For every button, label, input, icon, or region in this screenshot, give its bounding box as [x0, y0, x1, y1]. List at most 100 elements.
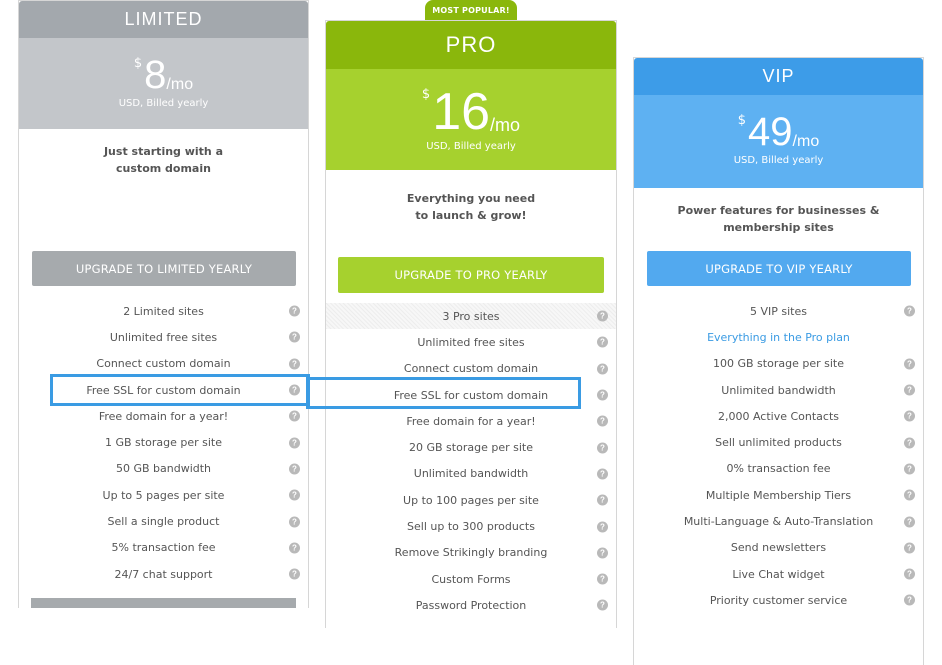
question-circle-icon[interactable]: ? [597, 547, 608, 559]
question-circle-icon[interactable]: ? [904, 516, 915, 528]
feature-item: 24/7 chat support? [19, 561, 308, 587]
plan-title: LIMITED [19, 1, 308, 38]
question-circle-icon[interactable]: ? [904, 568, 915, 580]
question-circle-icon[interactable]: ? [289, 331, 300, 343]
question-circle-icon[interactable]: ? [597, 599, 608, 611]
feature-item: 5 VIP sites? [634, 298, 923, 324]
feature-item: Free domain for a year!? [326, 408, 616, 434]
feature-label: Unlimited free sites [109, 330, 218, 344]
plan-card-pro: PRO $ 16 /mo USD, Billed yearly Everythi… [325, 20, 617, 628]
price-period: /mo [166, 76, 194, 93]
feature-label: Free SSL for custom domain [86, 383, 241, 397]
price-row: $ 8 /mo [19, 38, 308, 96]
question-circle-icon[interactable]: ? [904, 358, 915, 370]
feature-label: Priority customer service [709, 593, 848, 607]
plan-price-panel: $ 16 /mo USD, Billed yearly [326, 69, 616, 170]
question-circle-icon[interactable]: ? [289, 542, 300, 554]
question-circle-icon[interactable]: ? [289, 410, 300, 422]
question-circle-icon[interactable]: ? [597, 389, 608, 401]
feature-label: Free domain for a year! [406, 414, 536, 428]
feature-label: Live Chat widget [732, 567, 825, 581]
question-circle-icon[interactable]: ? [597, 573, 608, 585]
question-circle-icon[interactable]: ? [904, 305, 915, 317]
feature-label: 20 GB storage per site [409, 441, 533, 455]
ssl-highlight-left [50, 374, 310, 406]
feature-item: Multiple Membership Tiers? [634, 482, 923, 508]
feature-item: Unlimited bandwidth? [634, 377, 923, 403]
feature-item: Custom Forms? [326, 566, 616, 592]
feature-item: Unlimited free sites? [326, 329, 616, 355]
feature-item: Unlimited free sites? [19, 324, 308, 350]
question-circle-icon[interactable]: ? [904, 542, 915, 554]
feature-item: Live Chat widget? [634, 561, 923, 587]
feature-label: Connect custom domain [403, 362, 539, 376]
feature-label: Unlimited bandwidth [413, 467, 529, 481]
question-circle-icon[interactable]: ? [289, 463, 300, 475]
question-circle-icon[interactable]: ? [597, 310, 608, 322]
question-circle-icon[interactable]: ? [289, 384, 300, 396]
question-circle-icon[interactable]: ? [289, 305, 300, 317]
feature-label: 2 Limited sites [123, 304, 204, 318]
upgrade-pro-button[interactable]: UPGRADE TO PRO YEARLY [338, 257, 604, 293]
feature-label: Remove Strikingly branding [394, 546, 548, 560]
feature-list: 5 VIP sites? Everything in the Pro plan … [634, 298, 923, 614]
feature-item: Connect custom domain? [19, 351, 308, 377]
question-circle-icon[interactable]: ? [597, 521, 608, 533]
question-circle-icon[interactable]: ? [597, 363, 608, 375]
question-circle-icon[interactable]: ? [597, 336, 608, 348]
question-circle-icon[interactable]: ? [904, 594, 915, 606]
question-circle-icon[interactable]: ? [597, 468, 608, 480]
plan-price-panel: $ 8 /mo USD, Billed yearly [19, 38, 308, 129]
price-row: $ 49 /mo [634, 95, 923, 153]
price-amount: 49 [748, 110, 793, 154]
feature-label: Sell up to 300 products [407, 520, 535, 534]
feature-label: 3 Pro sites [442, 309, 500, 323]
feature-item: 0% transaction fee? [634, 456, 923, 482]
plan-title: VIP [634, 58, 923, 95]
feature-label: Unlimited bandwidth [721, 383, 836, 397]
question-circle-icon[interactable]: ? [904, 489, 915, 501]
question-circle-icon[interactable]: ? [904, 410, 915, 422]
plan-description-line: to launch & grow! [415, 209, 527, 222]
question-circle-icon[interactable]: ? [597, 494, 608, 506]
upgrade-vip-button[interactable]: UPGRADE TO VIP YEARLY [647, 251, 911, 286]
feature-label: Free domain for a year! [98, 409, 229, 423]
question-circle-icon[interactable]: ? [289, 489, 300, 501]
question-circle-icon[interactable]: ? [289, 437, 300, 449]
upgrade-limited-button[interactable]: UPGRADE TO LIMITED YEARLY [32, 251, 296, 286]
pro-plan-link[interactable]: Everything in the Pro plan [707, 330, 850, 344]
feature-item: Multi-Language & Auto-Translation? [634, 508, 923, 534]
feature-item: Free SSL for custom domain? [326, 382, 616, 408]
feature-item: Everything in the Pro plan [634, 324, 923, 350]
question-circle-icon[interactable]: ? [904, 384, 915, 396]
most-popular-badge: MOST POPULAR! [425, 0, 517, 20]
question-circle-icon[interactable]: ? [597, 442, 608, 454]
price-amount: 16 [432, 83, 491, 141]
question-circle-icon[interactable]: ? [597, 415, 608, 427]
price-period: /mo [792, 133, 820, 150]
upgrade-limited-button-bottom[interactable] [31, 598, 296, 608]
feature-label: Sell unlimited products [715, 436, 842, 450]
feature-item: Priority customer service? [634, 587, 923, 613]
feature-label: Password Protection [415, 598, 527, 612]
feature-label: Custom Forms [431, 572, 511, 586]
feature-label: 5 VIP sites [750, 304, 807, 318]
feature-item: Free domain for a year!? [19, 403, 308, 429]
feature-item: Remove Strikingly branding? [326, 540, 616, 566]
feature-label: Multi-Language & Auto-Translation [683, 515, 874, 529]
question-circle-icon[interactable]: ? [289, 358, 300, 370]
feature-label: Up to 100 pages per site [403, 493, 539, 507]
feature-item: 100 GB storage per site? [634, 351, 923, 377]
feature-item: Free SSL for custom domain? [19, 377, 308, 403]
question-circle-icon[interactable]: ? [289, 568, 300, 580]
feature-item: Unlimited bandwidth? [326, 461, 616, 487]
question-circle-icon[interactable]: ? [289, 516, 300, 528]
question-circle-icon[interactable]: ? [904, 437, 915, 449]
price-billing-note: USD, Billed yearly [118, 98, 209, 109]
plan-title: PRO [326, 21, 616, 69]
feature-item: Sell a single product? [19, 508, 308, 534]
feature-item: Sell up to 300 products? [326, 513, 616, 539]
question-circle-icon[interactable]: ? [904, 463, 915, 475]
price-period: /mo [490, 115, 521, 135]
price-billing-note: USD, Billed yearly [733, 155, 824, 166]
